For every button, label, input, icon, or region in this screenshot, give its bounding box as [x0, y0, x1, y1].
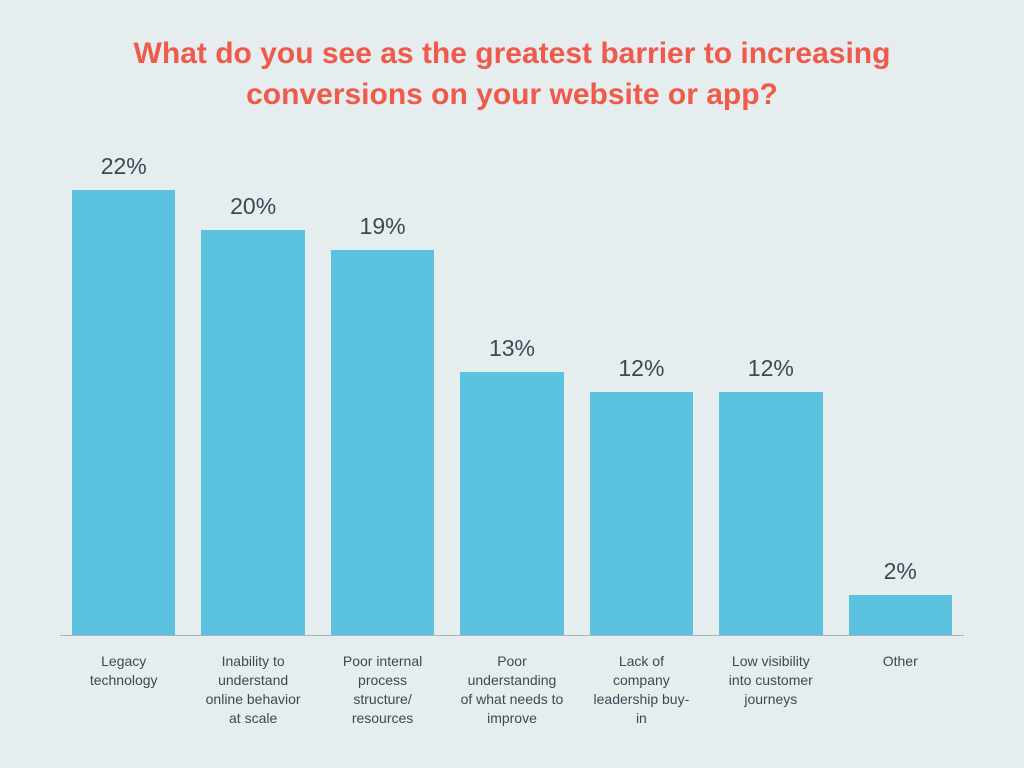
bar-slot: 12%: [590, 149, 693, 635]
x-axis-label: Other: [849, 652, 952, 728]
chart-canvas: What do you see as the greatest barrier …: [0, 0, 1024, 768]
bar: [201, 230, 304, 635]
x-axis-label: Poor internal process structure/ resourc…: [331, 652, 434, 728]
bar: [460, 372, 563, 635]
bar-slot: 13%: [460, 149, 563, 635]
bar-slot: 19%: [331, 149, 434, 635]
x-axis-label: Legacy technology: [72, 652, 175, 728]
bar: [590, 392, 693, 635]
bar-slot: 12%: [719, 149, 822, 635]
bar: [72, 190, 175, 636]
bar-slot: 22%: [72, 149, 175, 635]
bar: [719, 392, 822, 635]
x-axis-label: Poor understanding of what needs to impr…: [460, 652, 563, 728]
bar-value-label: 12%: [748, 355, 794, 382]
bar-value-label: 12%: [618, 355, 664, 382]
chart-plot-area: 22% 20% 19% 13% 12% 12% 2%: [60, 149, 964, 636]
bar-slot: 2%: [849, 149, 952, 635]
x-axis-label: Low visibility into customer journeys: [719, 652, 822, 728]
bar: [331, 250, 434, 635]
bar-value-label: 19%: [360, 213, 406, 240]
bar-value-label: 2%: [884, 558, 917, 585]
bar-slot: 20%: [201, 149, 304, 635]
chart-title: What do you see as the greatest barrier …: [102, 34, 922, 115]
bar-value-label: 22%: [101, 153, 147, 180]
x-axis-labels: Legacy technology Inability to understand…: [60, 644, 964, 728]
bar-value-label: 13%: [489, 335, 535, 362]
x-axis-label: Inability to understand online behavior …: [201, 652, 304, 728]
bar: [849, 595, 952, 636]
bar-value-label: 20%: [230, 193, 276, 220]
x-axis-label: Lack of company leadership buy-in: [590, 652, 693, 728]
